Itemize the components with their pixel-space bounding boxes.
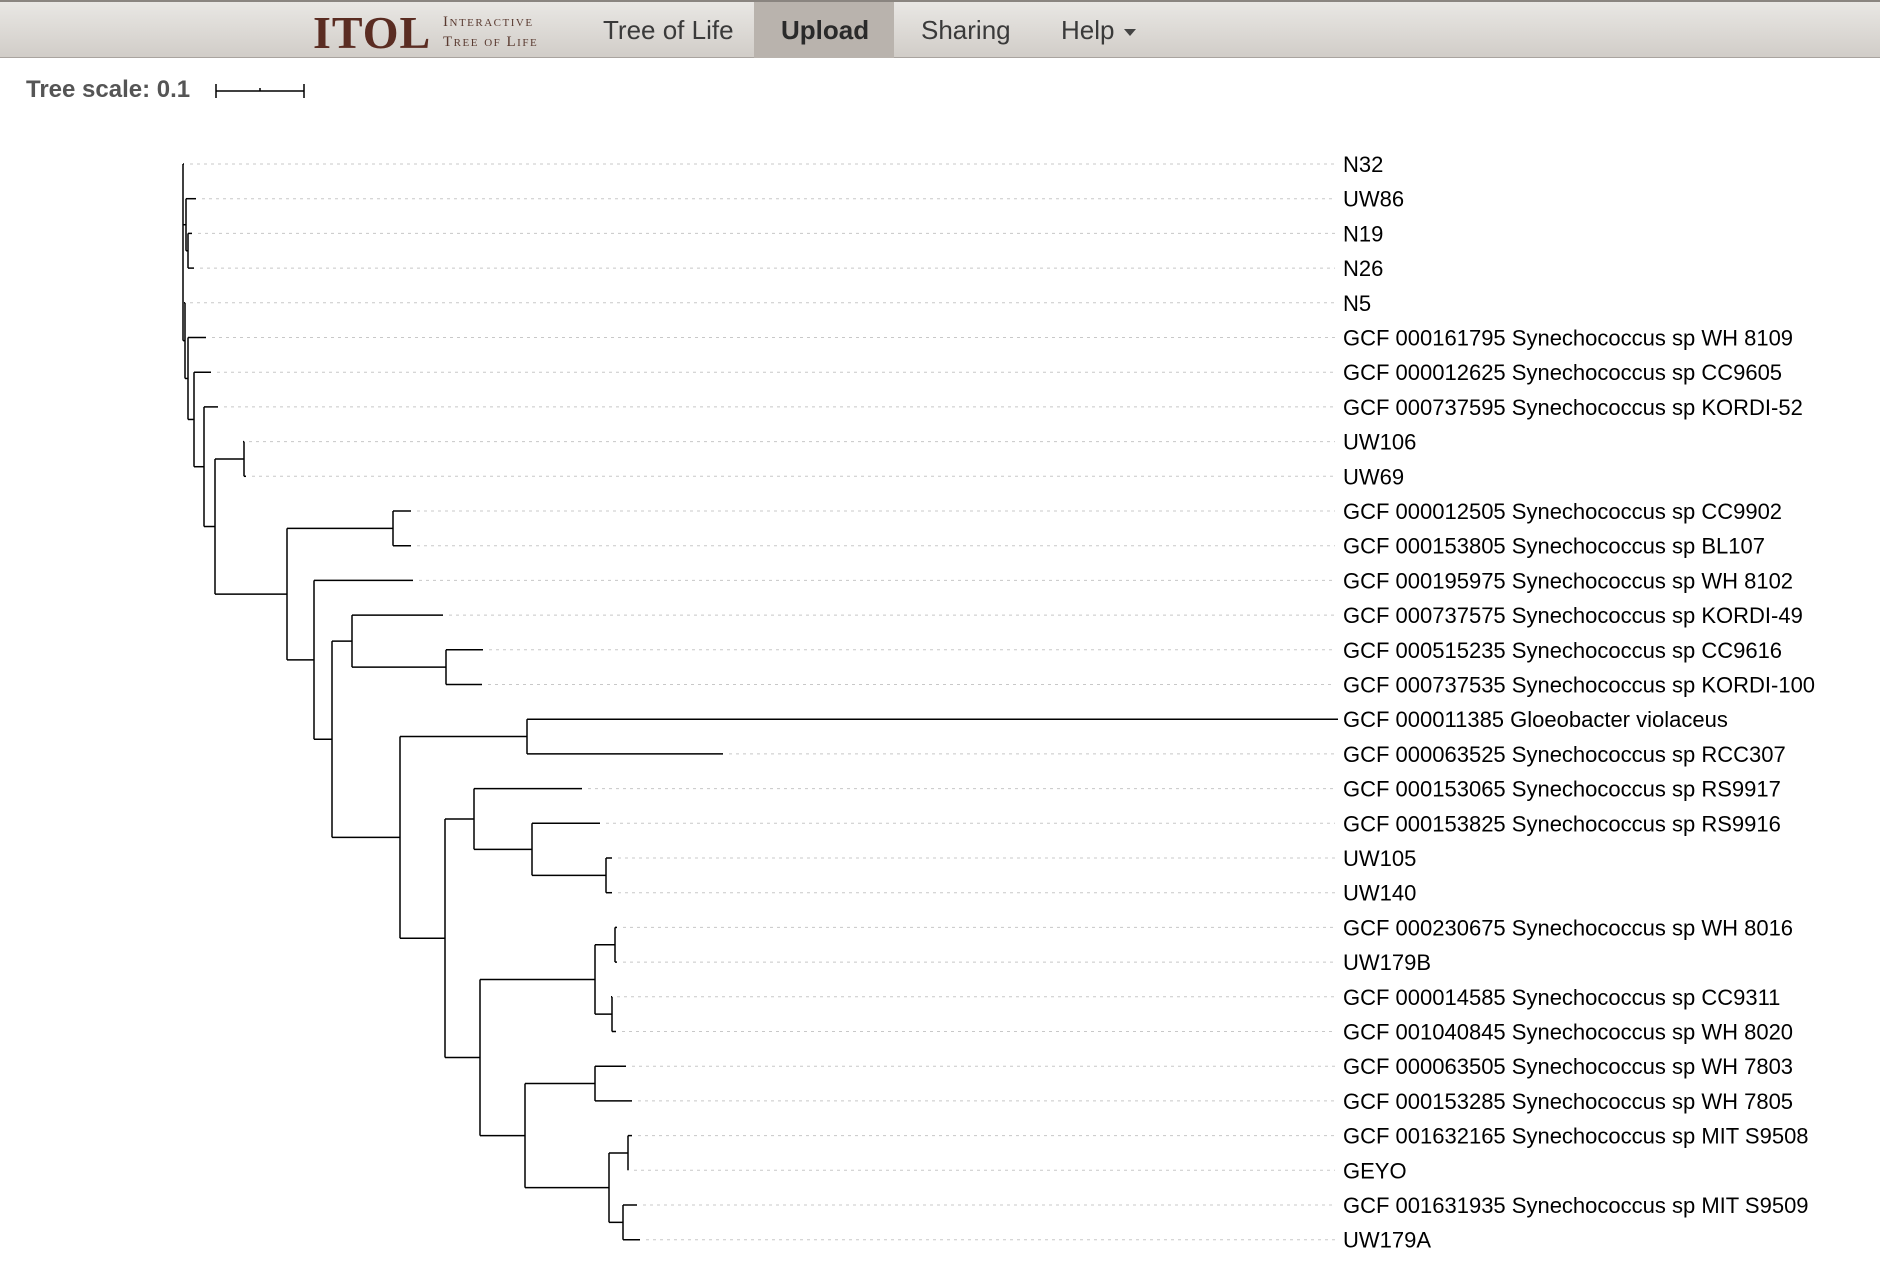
leaf-label[interactable]: GCF 001632165 Synechococcus sp MIT S9508 <box>1343 1124 1809 1149</box>
leaf-label[interactable]: GCF 000230675 Synechococcus sp WH 8016 <box>1343 915 1793 940</box>
nav-sharing-label: Sharing <box>921 15 1011 45</box>
leaf-label[interactable]: GCF 000063525 Synechococcus sp RCC307 <box>1343 742 1786 767</box>
leaf-label[interactable]: GCF 000153285 Synechococcus sp WH 7805 <box>1343 1089 1793 1114</box>
nav-tree-of-life-label: Tree of Life <box>603 15 734 45</box>
leaf-label[interactable]: GCF 000153825 Synechococcus sp RS9916 <box>1343 811 1781 836</box>
leaf-label[interactable]: N32 <box>1343 152 1383 177</box>
logo-line-2: Tree of Life <box>443 34 539 50</box>
nav-sharing[interactable]: Sharing <box>894 2 1038 58</box>
leaf-label[interactable]: UW105 <box>1343 846 1416 871</box>
leaf-label[interactable]: GCF 000063505 Synechococcus sp WH 7803 <box>1343 1054 1793 1079</box>
leaf-label[interactable]: UW106 <box>1343 430 1416 455</box>
leaf-label[interactable]: UW140 <box>1343 881 1416 906</box>
top-navbar: ITOL Interactive Tree of Life Tree of Li… <box>0 0 1880 58</box>
chevron-down-icon <box>1124 28 1137 36</box>
itol-logo[interactable]: ITOL Interactive Tree of Life <box>313 7 563 58</box>
leaf-label[interactable]: GCF 000014585 Synechococcus sp CC9311 <box>1343 985 1780 1010</box>
leaf-label[interactable]: GCF 000737535 Synechococcus sp KORDI-100 <box>1343 673 1815 698</box>
leaf-label[interactable]: N26 <box>1343 256 1383 281</box>
leaf-label[interactable]: N5 <box>1343 291 1371 316</box>
leaf-label[interactable]: GCF 000011385 Gloeobacter violaceus <box>1343 707 1728 732</box>
leaf-label[interactable]: GCF 001631935 Synechococcus sp MIT S9509 <box>1343 1193 1809 1218</box>
leaf-label[interactable]: GCF 000737575 Synechococcus sp KORDI-49 <box>1343 603 1803 628</box>
logo-main-text: ITOL <box>313 7 432 58</box>
leaf-label[interactable]: GCF 000515235 Synechococcus sp CC9616 <box>1343 638 1782 663</box>
leaf-label[interactable]: GCF 000195975 Synechococcus sp WH 8102 <box>1343 568 1793 593</box>
leaf-label[interactable]: GCF 000153805 Synechococcus sp BL107 <box>1343 534 1765 559</box>
tree-scale-bar <box>215 84 305 98</box>
leaf-label[interactable]: GCF 000153065 Synechococcus sp RS9917 <box>1343 777 1781 802</box>
leaf-label[interactable]: GCF 000737595 Synechococcus sp KORDI-52 <box>1343 395 1803 420</box>
leaf-label[interactable]: GEYO <box>1343 1158 1407 1183</box>
nav-help[interactable]: Help <box>1034 2 1163 58</box>
tree-scale-label: Tree scale: 0.1 <box>26 76 191 103</box>
nav-tree-of-life[interactable]: Tree of Life <box>576 2 761 58</box>
leaf-guide-lines <box>190 163 1335 1241</box>
logo-line-1: Interactive <box>443 14 534 30</box>
tree-branches <box>182 163 1338 1241</box>
nav-upload-label: Upload <box>781 15 870 45</box>
leaf-label[interactable]: GCF 000012505 Synechococcus sp CC9902 <box>1343 499 1782 524</box>
leaf-label[interactable]: UW86 <box>1343 187 1404 212</box>
leaf-label[interactable]: UW179B <box>1343 950 1431 975</box>
leaf-label[interactable]: UW179A <box>1343 1228 1431 1253</box>
leaf-label[interactable]: GCF 001040845 Synechococcus sp WH 8020 <box>1343 1020 1793 1045</box>
leaf-label[interactable]: UW69 <box>1343 464 1404 489</box>
leaf-label[interactable]: GCF 000012625 Synechococcus sp CC9605 <box>1343 360 1782 385</box>
leaf-label[interactable]: GCF 000161795 Synechococcus sp WH 8109 <box>1343 326 1793 351</box>
leaf-labels: N32 UW86 N19 N26 N5 GCF 000161795 Synechococc… <box>1343 152 1815 1253</box>
leaf-label[interactable]: N19 <box>1343 221 1383 246</box>
nav-upload[interactable]: Upload <box>754 2 894 58</box>
nav-help-label: Help <box>1061 15 1115 45</box>
